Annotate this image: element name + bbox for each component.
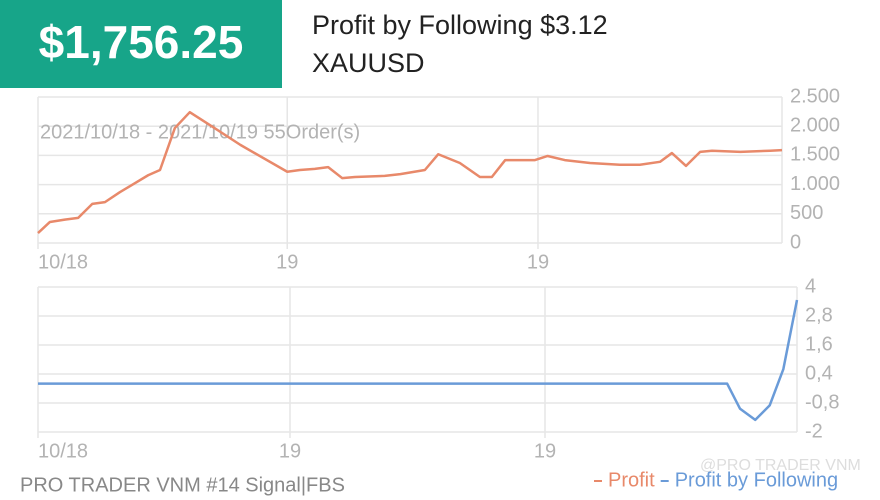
x-tick-label: 19: [534, 440, 556, 462]
y-tick-label: 2.000: [790, 114, 840, 136]
x-tick-label: 10/18: [38, 440, 88, 462]
y-tick-label: 2.500: [790, 85, 840, 107]
y-tick-label: 1.000: [790, 173, 840, 195]
legend-label: Profit: [608, 469, 655, 491]
y-tick-label: 2,8: [805, 304, 833, 326]
y-tick-label: 500: [790, 202, 823, 224]
y-tick-label: 4: [805, 275, 816, 297]
amount-box: [0, 0, 282, 88]
x-tick-label: 10/18: [38, 251, 88, 273]
y-tick-label: -2: [805, 420, 823, 442]
x-tick-label: 19: [279, 440, 301, 462]
subtitle: Profit by Following $3.12: [312, 10, 608, 40]
watermark: @PRO TRADER VNM: [700, 457, 861, 474]
line: [37, 110, 783, 234]
annotation: 2021/10/18 - 2021/10/19 55Order(s): [40, 121, 360, 143]
amount: $1,756.25: [39, 16, 244, 68]
y-tick-label: 0,4: [805, 362, 833, 384]
y-tick-label: 1.500: [790, 144, 840, 166]
y-tick-label: 0: [790, 231, 801, 253]
legend-label: Profit by Following: [675, 469, 838, 491]
line: [38, 299, 799, 422]
x-tick-label: 19: [527, 251, 549, 273]
signal: PRO TRADER VNM #14 Signal|FBS: [20, 474, 345, 496]
y-tick-label: -0,8: [805, 391, 839, 413]
symbol: XAUUSD: [312, 48, 425, 78]
x-tick-label: 19: [276, 251, 298, 273]
y-tick-label: 1,6: [805, 333, 833, 355]
